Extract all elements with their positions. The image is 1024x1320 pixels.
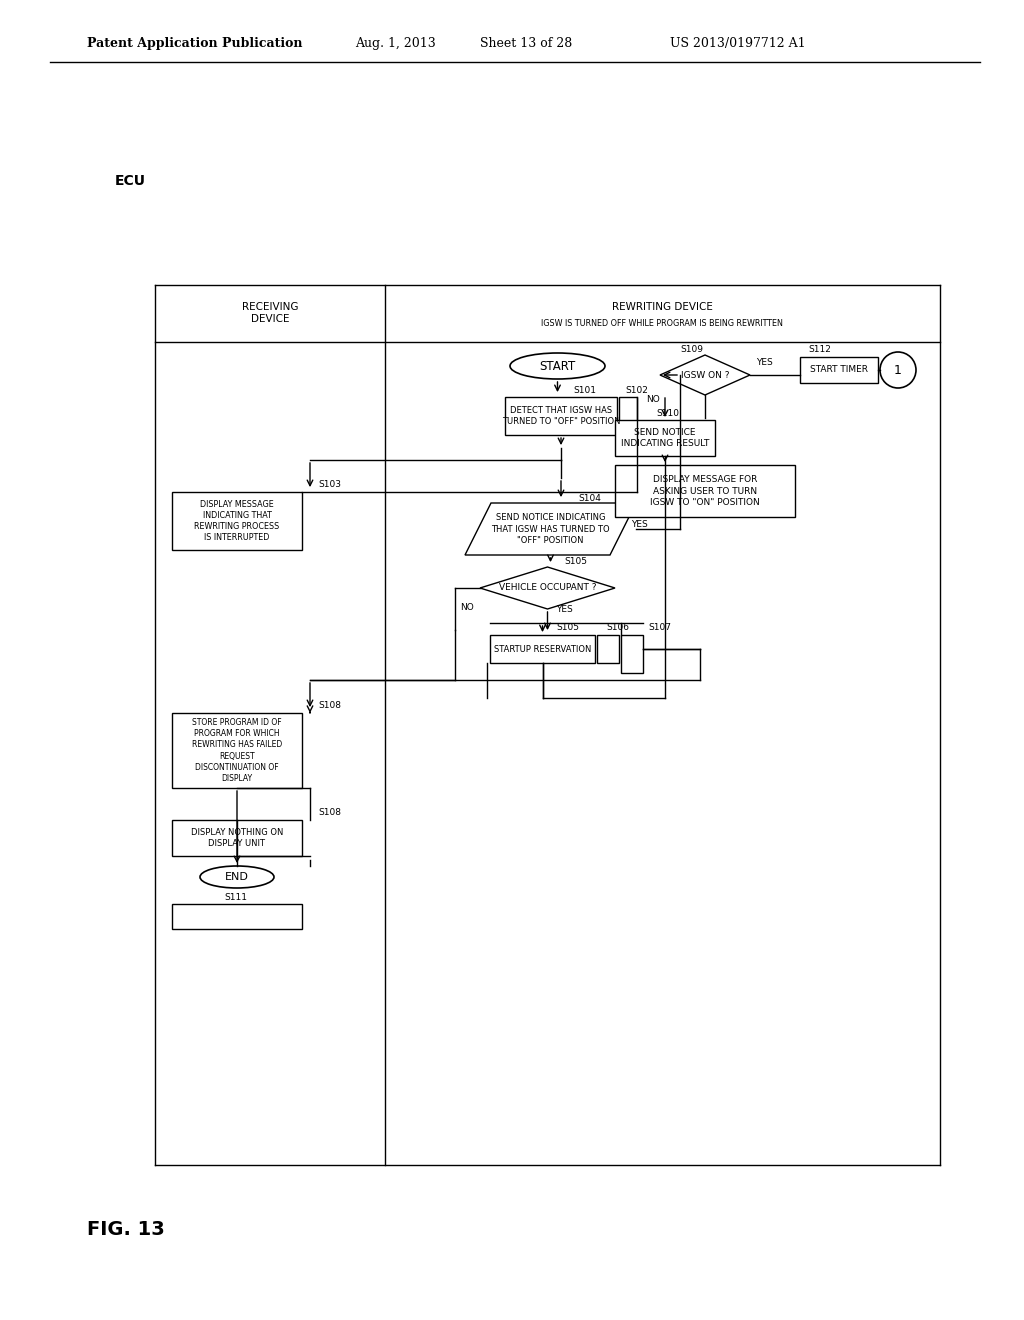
- Bar: [172, 820, 302, 855]
- Text: S108: S108: [318, 701, 341, 710]
- Text: START: START: [540, 359, 575, 372]
- Bar: [505, 397, 617, 436]
- Circle shape: [880, 352, 916, 388]
- Text: YES: YES: [556, 605, 572, 614]
- Text: ECU: ECU: [115, 174, 146, 187]
- Bar: [172, 492, 302, 550]
- Text: S107: S107: [648, 623, 671, 632]
- Text: END: END: [225, 873, 249, 882]
- Bar: [597, 635, 618, 663]
- Text: S102: S102: [625, 385, 648, 395]
- Bar: [800, 356, 878, 383]
- Bar: [618, 397, 637, 436]
- Text: RECEIVING
DEVICE: RECEIVING DEVICE: [242, 302, 298, 323]
- Text: SEND NOTICE INDICATING
THAT IGSW HAS TURNED TO
"OFF" POSITION: SEND NOTICE INDICATING THAT IGSW HAS TUR…: [492, 513, 610, 545]
- Bar: [621, 635, 643, 673]
- Polygon shape: [660, 355, 750, 395]
- Text: DETECT THAT IGSW HAS
TURNED TO "OFF" POSITION: DETECT THAT IGSW HAS TURNED TO "OFF" POS…: [502, 407, 621, 426]
- Text: YES: YES: [631, 520, 648, 529]
- Polygon shape: [480, 568, 615, 609]
- Text: IGSW IS TURNED OFF WHILE PROGRAM IS BEING REWRITTEN: IGSW IS TURNED OFF WHILE PROGRAM IS BEIN…: [541, 318, 783, 327]
- Text: S103: S103: [318, 480, 341, 488]
- Text: S111: S111: [224, 894, 247, 902]
- Bar: [490, 635, 595, 663]
- Bar: [615, 465, 795, 517]
- Text: NO: NO: [646, 395, 659, 404]
- Text: YES: YES: [756, 358, 773, 367]
- Text: US 2013/0197712 A1: US 2013/0197712 A1: [670, 37, 806, 50]
- Text: Aug. 1, 2013: Aug. 1, 2013: [355, 37, 436, 50]
- Text: NO: NO: [460, 603, 474, 612]
- Text: S109: S109: [680, 345, 703, 354]
- Text: START TIMER: START TIMER: [810, 366, 868, 375]
- Bar: [172, 904, 302, 929]
- Text: DISPLAY MESSAGE FOR
ASKING USER TO TURN
IGSW TO "ON" POSITION: DISPLAY MESSAGE FOR ASKING USER TO TURN …: [650, 475, 760, 507]
- Text: VEHICLE OCCUPANT ?: VEHICLE OCCUPANT ?: [499, 583, 596, 593]
- Text: S105: S105: [556, 623, 579, 632]
- Text: SEND NOTICE
INDICATING RESULT: SEND NOTICE INDICATING RESULT: [621, 428, 710, 447]
- Text: S112: S112: [808, 345, 830, 354]
- Polygon shape: [465, 503, 636, 554]
- Text: S104: S104: [578, 494, 601, 503]
- Text: S101: S101: [573, 385, 596, 395]
- Ellipse shape: [200, 866, 274, 888]
- Text: Patent Application Publication: Patent Application Publication: [87, 37, 302, 50]
- Text: DISPLAY MESSAGE
INDICATING THAT
REWRITING PROCESS
IS INTERRUPTED: DISPLAY MESSAGE INDICATING THAT REWRITIN…: [195, 500, 280, 543]
- Text: DISPLAY NOTHING ON
DISPLAY UNIT: DISPLAY NOTHING ON DISPLAY UNIT: [190, 828, 284, 847]
- Ellipse shape: [510, 352, 605, 379]
- Text: IGSW ON ?: IGSW ON ?: [681, 371, 729, 380]
- Text: S106: S106: [606, 623, 629, 632]
- Bar: [615, 420, 715, 455]
- Text: S105: S105: [564, 557, 587, 566]
- Bar: [172, 713, 302, 788]
- Text: Sheet 13 of 28: Sheet 13 of 28: [480, 37, 572, 50]
- Text: STORE PROGRAM ID OF
PROGRAM FOR WHICH
REWRITING HAS FAILED
REQUEST
DISCONTINUATI: STORE PROGRAM ID OF PROGRAM FOR WHICH RE…: [191, 718, 283, 783]
- Text: 1: 1: [894, 363, 902, 376]
- Text: STARTUP RESERVATION: STARTUP RESERVATION: [494, 644, 591, 653]
- Text: REWRITING DEVICE: REWRITING DEVICE: [611, 302, 713, 312]
- Text: S110: S110: [656, 409, 679, 418]
- Text: S108: S108: [318, 808, 341, 817]
- Text: FIG. 13: FIG. 13: [87, 1220, 165, 1239]
